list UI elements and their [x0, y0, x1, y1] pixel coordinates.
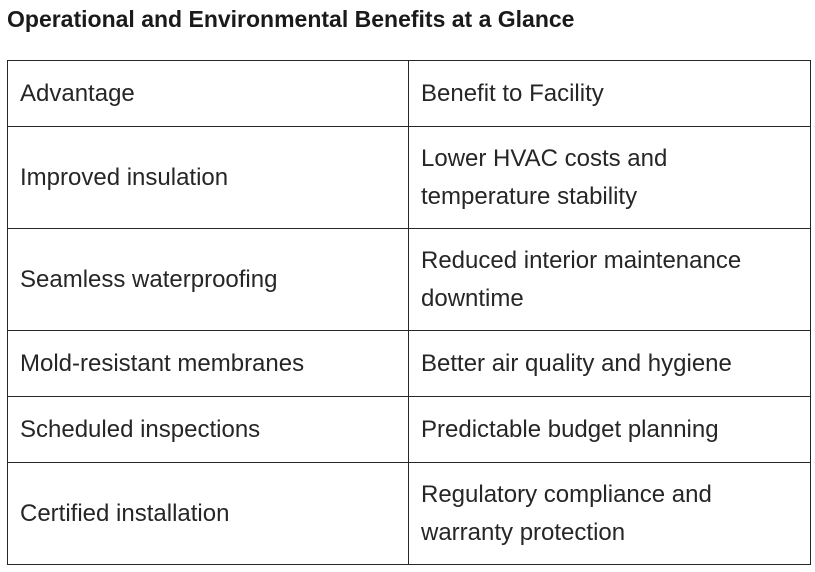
- cell-advantage: Seamless waterproofing: [7, 228, 409, 331]
- table-row: Certified installation Regulatory compli…: [7, 462, 811, 565]
- cell-benefit: Lower HVAC costs and temperature stabili…: [408, 126, 811, 229]
- table-row: Seamless waterproofing Reduced interior …: [7, 228, 811, 331]
- cell-benefit: Regulatory compliance and warranty prote…: [408, 462, 811, 565]
- page-title: Operational and Environmental Benefits a…: [7, 6, 575, 32]
- cell-benefit: Reduced interior maintenance downtime: [408, 228, 811, 331]
- table-row: Mold-resistant membranes Better air qual…: [7, 330, 811, 397]
- cell-advantage: Mold-resistant membranes: [7, 330, 409, 397]
- benefits-table: Advantage Benefit to Facility Improved i…: [7, 60, 811, 565]
- cell-benefit: Predictable budget planning: [408, 396, 811, 463]
- header-advantage: Advantage: [7, 60, 409, 127]
- header-benefit: Benefit to Facility: [408, 60, 811, 127]
- cell-benefit: Better air quality and hygiene: [408, 330, 811, 397]
- cell-advantage: Certified installation: [7, 462, 409, 565]
- cell-advantage: Improved insulation: [7, 126, 409, 229]
- table-row: Scheduled inspections Predictable budget…: [7, 396, 811, 463]
- table-row: Improved insulation Lower HVAC costs and…: [7, 126, 811, 229]
- cell-advantage: Scheduled inspections: [7, 396, 409, 463]
- table-header-row: Advantage Benefit to Facility: [7, 60, 811, 127]
